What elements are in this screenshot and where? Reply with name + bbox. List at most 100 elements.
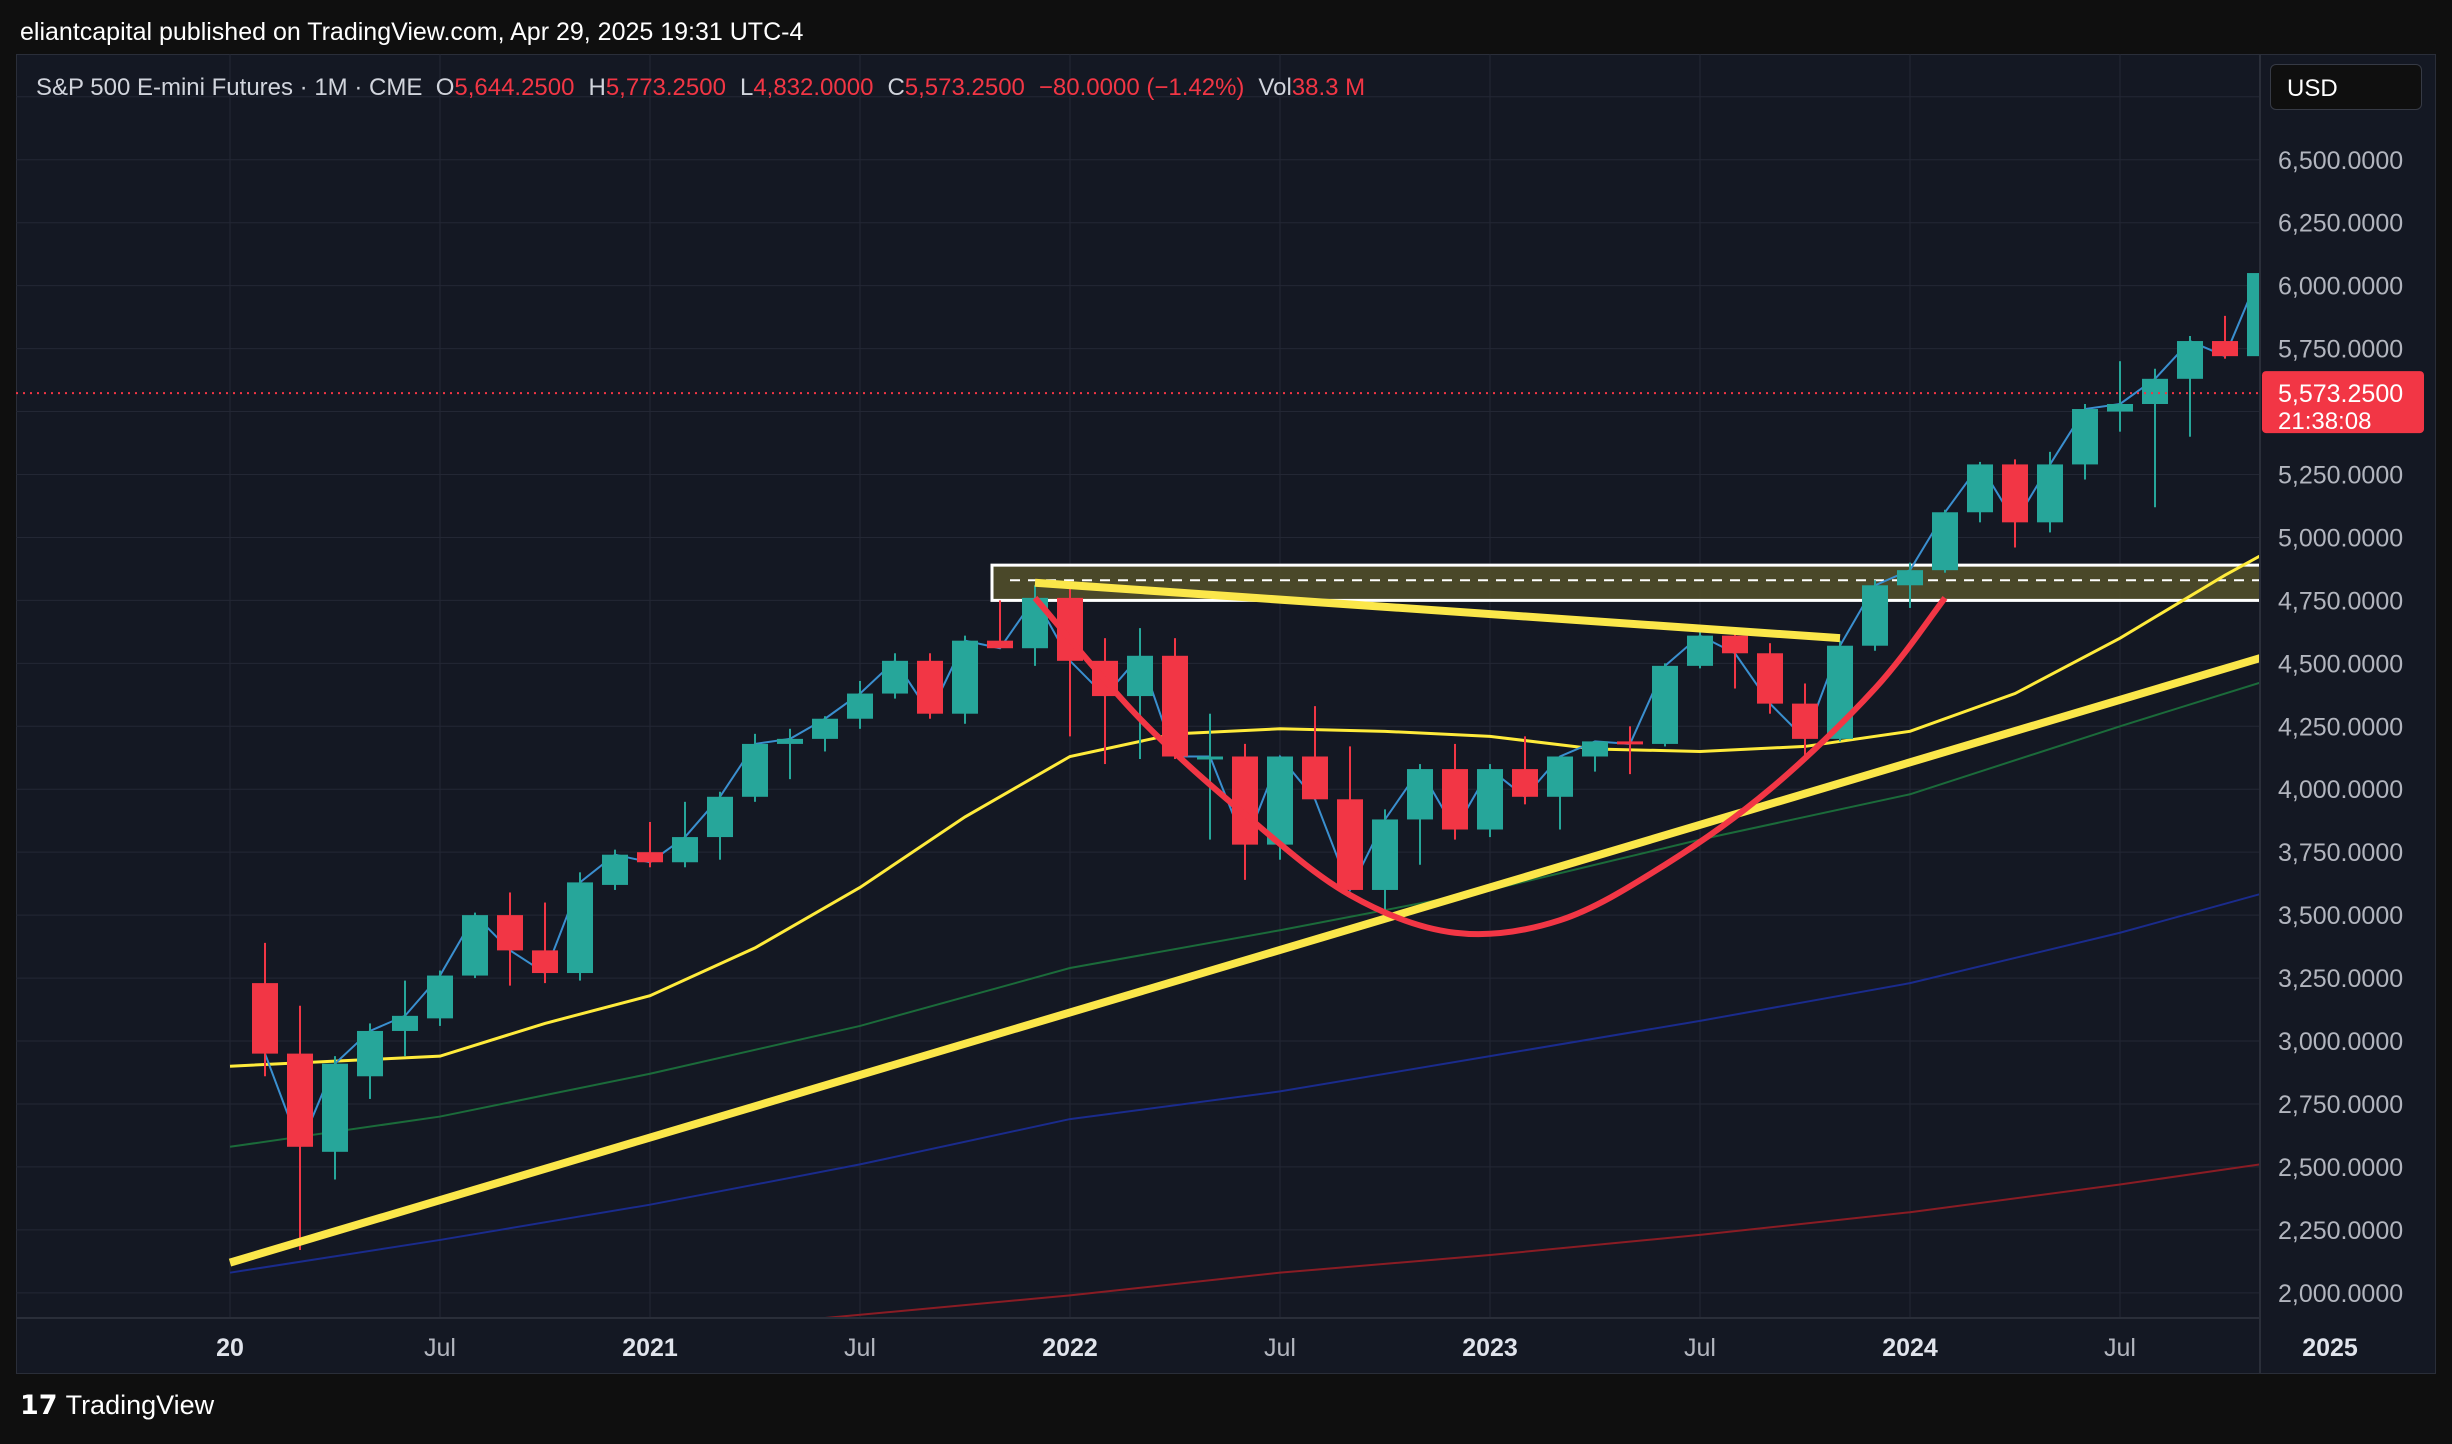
open-label: O [435, 74, 455, 101]
publisher-header: eliantcapital published on TradingView.c… [0, 0, 2452, 54]
bar-countdown: 21:38:08 [2278, 408, 2371, 435]
candle-up [2142, 378, 2168, 404]
candle-up [602, 854, 628, 885]
chart-frame [16, 54, 2436, 1374]
low-label: L [739, 74, 754, 101]
candle-up [812, 718, 838, 739]
high-label: H [588, 74, 606, 101]
candle-up [1477, 769, 1503, 830]
candle-up [2107, 403, 2133, 412]
candle-up [1897, 570, 1923, 586]
candle-up [357, 1030, 383, 1077]
candle-up [392, 1015, 418, 1031]
time-tick-label: 2024 [1882, 1334, 1938, 1362]
candle-down [917, 660, 943, 714]
symbol-label[interactable]: S&P 500 E-mini Futures · 1M · CME [36, 74, 423, 101]
currency-button[interactable]: USD [2270, 64, 2422, 110]
price-tick-label: 3,750.0000 [2278, 839, 2403, 867]
tradingview-brand[interactable]: 𝟭𝟳 TradingView [20, 1390, 214, 1421]
candle-down [1162, 655, 1188, 757]
moving-average-1 [229, 554, 2260, 1068]
candle-up [742, 743, 768, 797]
high-value: 5,773.2500 [605, 74, 726, 101]
price-tick-label: 4,250.0000 [2278, 713, 2403, 741]
candle-down [497, 915, 523, 951]
time-tick-label: Jul [424, 1334, 456, 1362]
time-tick-label: Jul [2104, 1334, 2136, 1362]
support-trendline [228, 653, 2260, 1267]
price-tick-label: 5,750.0000 [2278, 336, 2403, 364]
time-tick-label: Jul [1264, 1334, 1296, 1362]
candle-up [427, 975, 453, 1019]
candle-up [672, 837, 698, 863]
price-tick-label: 3,000.0000 [2278, 1028, 2403, 1056]
candle-down [287, 1053, 313, 1147]
time-tick-label: 2025 [2302, 1334, 2358, 1362]
close-value: 5,573.2500 [904, 74, 1025, 101]
price-tick-label: 4,750.0000 [2278, 587, 2403, 615]
candle-up [1372, 819, 1398, 890]
candle-down [252, 983, 278, 1054]
candle-up [707, 796, 733, 838]
price-tick-label: 6,000.0000 [2278, 273, 2403, 301]
time-tick-label: Jul [1684, 1334, 1716, 1362]
price-tick-label: 6,500.0000 [2278, 147, 2403, 175]
candle-up [1267, 756, 1293, 845]
candle-up [2072, 409, 2098, 465]
price-tick-label: 2,250.0000 [2278, 1217, 2403, 1245]
price-tick-label: 6,250.0000 [2278, 210, 2403, 238]
time-tick-label: Jul [844, 1334, 876, 1362]
close-label: C [887, 74, 905, 101]
candle-up [567, 882, 593, 974]
candle-down [1442, 769, 1468, 830]
candle-down [1512, 769, 1538, 797]
time-tick-label: 2023 [1462, 1334, 1518, 1362]
time-tick-label: 2022 [1042, 1334, 1098, 1362]
price-tick-label: 2,000.0000 [2278, 1280, 2403, 1308]
open-value: 5,644.2500 [454, 74, 575, 101]
candle-up [2037, 464, 2063, 523]
publisher-line: eliantcapital published on TradingView.c… [20, 18, 804, 46]
candle-down [2422, 375, 2448, 393]
candle-down [532, 950, 558, 974]
candle-up [1127, 655, 1153, 697]
moving-average-4 [824, 1163, 2260, 1318]
last-price-tag [2262, 371, 2424, 434]
moving-average-3 [229, 893, 2260, 1274]
footer-bar [0, 1374, 2452, 1444]
close-price-line [264, 271, 2260, 1150]
change-value: −80.0000 (−1.42%) [1038, 74, 1245, 101]
ohlc-legend: S&P 500 E-mini Futures · 1M · CME O5,644… [36, 74, 1379, 102]
candle-up [322, 1063, 348, 1152]
price-tick-label: 3,250.0000 [2278, 965, 2403, 993]
candle-up [1967, 464, 1993, 513]
candle-up [1197, 756, 1223, 760]
tradingview-logo-icon: 𝟭𝟳 [20, 1390, 58, 1420]
cup-arc [1032, 595, 1948, 938]
price-tick-label: 3,500.0000 [2278, 902, 2403, 930]
volume-label: Vol [1258, 74, 1292, 101]
time-tick-label: 2021 [622, 1334, 678, 1362]
candle-up [1652, 665, 1678, 744]
candle-up [952, 640, 978, 714]
candle-down [637, 852, 663, 863]
candle-up [847, 693, 873, 719]
price-tick-label: 2,750.0000 [2278, 1091, 2403, 1119]
price-tick-label: 4,000.0000 [2278, 776, 2403, 804]
candle-down [1757, 653, 1783, 704]
candle-up [882, 660, 908, 694]
candle-down [2002, 464, 2028, 523]
candle-up [1932, 512, 1958, 571]
candle-up [1582, 741, 1608, 757]
candle-down [1337, 799, 1363, 890]
candle-down [1617, 741, 1643, 745]
low-value: 4,832.0000 [753, 74, 874, 101]
price-tick-label: 5,250.0000 [2278, 461, 2403, 489]
candle-up [1687, 635, 1713, 666]
resistance-trendline [1034, 578, 1841, 643]
price-tick-label: 4,500.0000 [2278, 650, 2403, 678]
time-tick-label: 20 [216, 1334, 244, 1362]
candle-down [1722, 635, 1748, 654]
candle-down [987, 640, 1013, 649]
